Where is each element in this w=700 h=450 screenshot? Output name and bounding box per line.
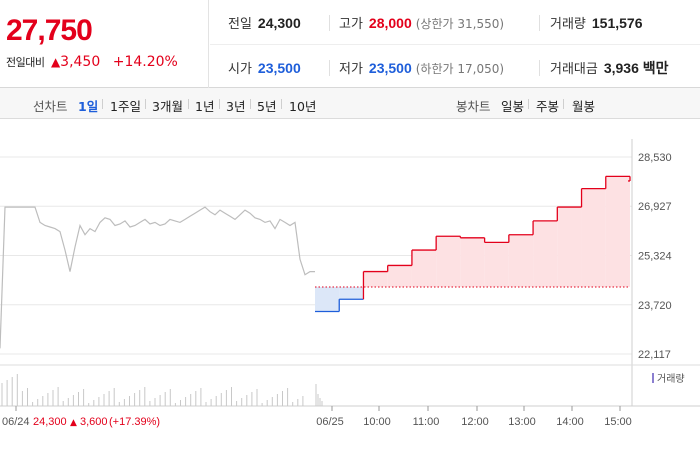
- stat-label: 거래량: [550, 17, 586, 32]
- stat-value: 28,000: [368, 15, 412, 31]
- change-rate: +14.20%: [112, 54, 178, 70]
- line-chart-label: 선차트: [33, 99, 68, 114]
- x-tick-label: 14:00: [556, 416, 584, 428]
- period-10y[interactable]: 10년: [289, 99, 317, 114]
- stat-volume: 거래량 151,576: [550, 15, 643, 33]
- stat-high: 고가 28,000 (상한가 31,550): [339, 15, 504, 33]
- up-area: [533, 220, 558, 287]
- price-area: [315, 176, 630, 312]
- stat-sub: (상한가 31,550): [415, 17, 505, 31]
- footer-price: 24,300: [33, 416, 67, 428]
- divider: [528, 99, 529, 109]
- grid: [0, 139, 700, 411]
- divider: [329, 15, 330, 31]
- volume-legend-label: 거래량: [657, 373, 685, 385]
- y-tick-label: 23,720: [638, 300, 672, 312]
- footer-date: 06/24: [2, 416, 30, 428]
- candle-monthly[interactable]: 월봉: [572, 99, 596, 114]
- up-area: [508, 234, 534, 287]
- up-area: [436, 236, 461, 287]
- candle-weekly[interactable]: 주봉: [536, 99, 560, 114]
- down-area: [339, 286, 364, 300]
- stat-label: 저가: [339, 62, 363, 77]
- stat-label: 고가: [339, 17, 363, 32]
- up-area: [387, 265, 412, 287]
- stat-value: 3,936 백만: [603, 60, 669, 76]
- divider: [250, 99, 251, 109]
- stat-value: 23,500: [368, 60, 412, 76]
- previous-day-line: [0, 206, 315, 349]
- x-tick-label: 11:00: [413, 416, 440, 428]
- stat-label: 전일: [228, 17, 252, 32]
- footer-info: 06/24 24,300 ▲ 3,600 (+17.39%): [2, 416, 160, 428]
- period-1d[interactable]: 1일: [78, 99, 99, 114]
- x-tick-label: 06/25: [316, 416, 344, 428]
- candle-chart-label: 봉차트: [456, 99, 491, 114]
- down-area: [315, 286, 340, 312]
- y-tick-label: 28,530: [638, 152, 672, 164]
- up-area: [581, 188, 606, 287]
- up-area: [460, 237, 485, 287]
- x-tick-label: 13:00: [508, 416, 536, 428]
- up-area: [363, 271, 388, 287]
- stat-open: 시가 23,500: [228, 60, 301, 78]
- divider: [329, 60, 330, 76]
- period-1y[interactable]: 1년: [195, 99, 215, 114]
- change-label: 전일대비: [6, 56, 45, 69]
- divider: [281, 99, 282, 109]
- stat-prev-close: 전일 24,300: [228, 15, 301, 33]
- up-area: [484, 242, 509, 287]
- stat-value: 151,576: [591, 15, 643, 31]
- up-area: [557, 207, 582, 287]
- chart-toolbar: 선차트 1일 1주일 3개월 1년 3년 5년 10년 봉차트 일봉 주봉 월봉: [0, 88, 700, 119]
- stat-value: 24,300: [257, 15, 301, 31]
- current-price: 27,750: [6, 14, 93, 47]
- up-triangle-icon: ▲: [50, 55, 61, 69]
- y-tick-label: 26,927: [638, 201, 672, 213]
- stat-label: 거래대금: [550, 62, 598, 77]
- up-area: [411, 250, 437, 287]
- divider: [188, 99, 189, 109]
- price-box: 27,750 전일대비 ▲3,450 +14.20%: [0, 0, 209, 88]
- divider: [102, 99, 103, 109]
- period-3y[interactable]: 3년: [226, 99, 246, 114]
- y-tick-label: 22,117: [638, 349, 671, 361]
- period-3m[interactable]: 3개월: [152, 99, 183, 114]
- x-tick-label: 12:00: [461, 416, 489, 428]
- stat-label: 시가: [228, 62, 252, 77]
- divider: [539, 60, 540, 76]
- footer-rate: (+17.39%): [109, 416, 160, 428]
- volume-legend: 거래량: [652, 373, 685, 385]
- up-area: [605, 176, 630, 287]
- price-chart[interactable]: 28,530 26,927 25,324 23,720 22,117 06/24 06/25…: [0, 119, 700, 450]
- up-triangle-icon: ▲: [70, 418, 77, 428]
- divider: [145, 99, 146, 109]
- footer-change: 3,600: [80, 416, 108, 428]
- stat-low: 저가 23,500 (하한가 17,050): [339, 60, 504, 78]
- y-tick-label: 25,324: [638, 250, 672, 262]
- volume-legend-swatch: [652, 373, 654, 383]
- period-5y[interactable]: 5년: [257, 99, 277, 114]
- divider: [539, 15, 540, 31]
- divider: [563, 99, 564, 109]
- stat-sub: (하한가 17,050): [415, 62, 505, 76]
- change-amount: 3,450: [60, 54, 101, 70]
- stat-value: 23,500: [257, 60, 301, 76]
- stat-trade-value: 거래대금 3,936 백만: [550, 60, 669, 78]
- divider: [210, 44, 700, 45]
- quote-summary: 27,750 전일대비 ▲3,450 +14.20% 전일 24,300 고가 28…: [0, 0, 700, 88]
- axis-ticks: 28,53026,92725,32423,72022,11706/2406/25…: [316, 152, 672, 428]
- period-1w[interactable]: 1주일: [110, 99, 141, 114]
- volume-bars: [1, 374, 323, 406]
- change-line: 전일대비 ▲3,450 +14.20%: [6, 54, 178, 70]
- divider: [219, 99, 220, 109]
- price-chart-svg: 28,530 26,927 25,324 23,720 22,117 06/24 06/25…: [0, 139, 700, 428]
- price-line: [0, 175, 631, 349]
- x-tick-label: 15:00: [604, 416, 632, 428]
- candle-daily[interactable]: 일봉: [501, 99, 525, 114]
- x-tick-label: 10:00: [363, 416, 391, 428]
